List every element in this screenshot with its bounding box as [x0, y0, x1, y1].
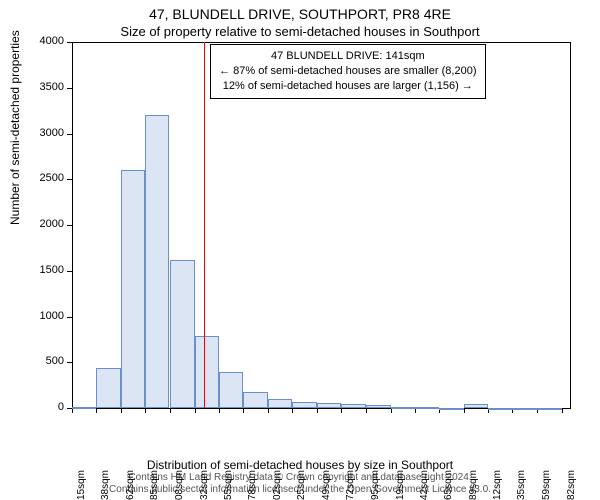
y-tick-label: 1000 [24, 310, 64, 322]
x-tick-label: 155sqm [223, 470, 234, 500]
y-tick [67, 134, 72, 135]
x-tick-label: 342sqm [419, 470, 430, 500]
y-tick [67, 225, 72, 226]
histogram-bar [195, 336, 219, 408]
x-tick-label: 272sqm [345, 470, 356, 500]
histogram-bar [145, 115, 169, 408]
annotation-line3: 12% of semi-detached houses are larger (… [219, 79, 476, 94]
chart-title-address: 47, BLUNDELL DRIVE, SOUTHPORT, PR8 4RE [0, 6, 600, 22]
histogram-bar [537, 408, 561, 410]
y-tick-label: 4000 [24, 35, 64, 47]
y-tick [67, 362, 72, 363]
histogram-bar [121, 170, 145, 408]
y-tick [67, 317, 72, 318]
x-tick [268, 408, 269, 413]
y-tick-label: 3000 [24, 127, 64, 139]
x-tick [464, 408, 465, 413]
y-tick-label: 1500 [24, 264, 64, 276]
x-tick [121, 408, 122, 413]
x-tick-label: 319sqm [395, 470, 406, 500]
x-tick-label: 412sqm [492, 470, 503, 500]
annotation-line1: 47 BLUNDELL DRIVE: 141sqm [219, 49, 476, 64]
y-axis-label: Number of semi-detached properties [8, 30, 22, 225]
x-tick [317, 408, 318, 413]
y-tick [67, 179, 72, 180]
histogram-bar [488, 408, 512, 410]
annotation-box: 47 BLUNDELL DRIVE: 141sqm ← 87% of semi-… [210, 44, 485, 99]
x-tick [145, 408, 146, 413]
reference-line [204, 42, 205, 408]
x-tick [292, 408, 293, 413]
x-tick [391, 408, 392, 413]
x-tick-label: 15sqm [76, 470, 87, 500]
x-tick [96, 408, 97, 413]
histogram-bar [415, 407, 439, 409]
y-tick-label: 2500 [24, 172, 64, 184]
histogram-bar [292, 402, 317, 408]
x-tick [341, 408, 342, 413]
y-tick [67, 42, 72, 43]
histogram-bar [366, 405, 391, 408]
x-tick-label: 435sqm [516, 470, 527, 500]
x-tick [195, 408, 196, 413]
histogram-bar [341, 404, 365, 408]
histogram-bar [72, 407, 96, 409]
y-tick-label: 500 [24, 355, 64, 367]
x-tick-label: 85sqm [149, 470, 160, 500]
x-tick-label: 38sqm [100, 470, 111, 500]
y-tick [67, 271, 72, 272]
chart-container: 47, BLUNDELL DRIVE, SOUTHPORT, PR8 4RE S… [0, 0, 600, 500]
histogram-bar [464, 404, 488, 408]
x-tick-label: 62sqm [125, 470, 136, 500]
annotation-line2: ← 87% of semi-detached houses are smalle… [219, 64, 476, 79]
x-tick-label: 202sqm [272, 470, 283, 500]
x-tick [366, 408, 367, 413]
histogram-bar [243, 392, 268, 408]
x-tick-label: 295sqm [370, 470, 381, 500]
histogram-bar [317, 403, 341, 408]
histogram-bar [170, 260, 195, 408]
x-tick [562, 408, 563, 413]
histogram-bar [439, 408, 464, 410]
x-tick-label: 225sqm [296, 470, 307, 500]
histogram-bar [512, 408, 537, 410]
x-tick-label: 108sqm [174, 470, 185, 500]
y-tick-label: 3500 [24, 81, 64, 93]
x-tick-label: 132sqm [199, 470, 210, 500]
x-tick [219, 408, 220, 413]
histogram-bar [96, 368, 121, 408]
x-tick-label: 365sqm [443, 470, 454, 500]
x-tick-label: 482sqm [566, 470, 577, 500]
x-tick [243, 408, 244, 413]
y-tick-label: 2000 [24, 218, 64, 230]
y-tick [67, 88, 72, 89]
histogram-bar [391, 407, 415, 409]
x-tick-label: 178sqm [247, 470, 258, 500]
histogram-bar [219, 372, 243, 408]
x-tick-label: 249sqm [321, 470, 332, 500]
y-axis-line [72, 42, 73, 408]
x-tick-label: 389sqm [468, 470, 479, 500]
y-tick-label: 0 [24, 401, 64, 413]
x-tick [170, 408, 171, 413]
x-tick-label: 459sqm [541, 470, 552, 500]
chart-title-desc: Size of property relative to semi-detach… [0, 24, 600, 39]
histogram-bar [268, 399, 292, 408]
